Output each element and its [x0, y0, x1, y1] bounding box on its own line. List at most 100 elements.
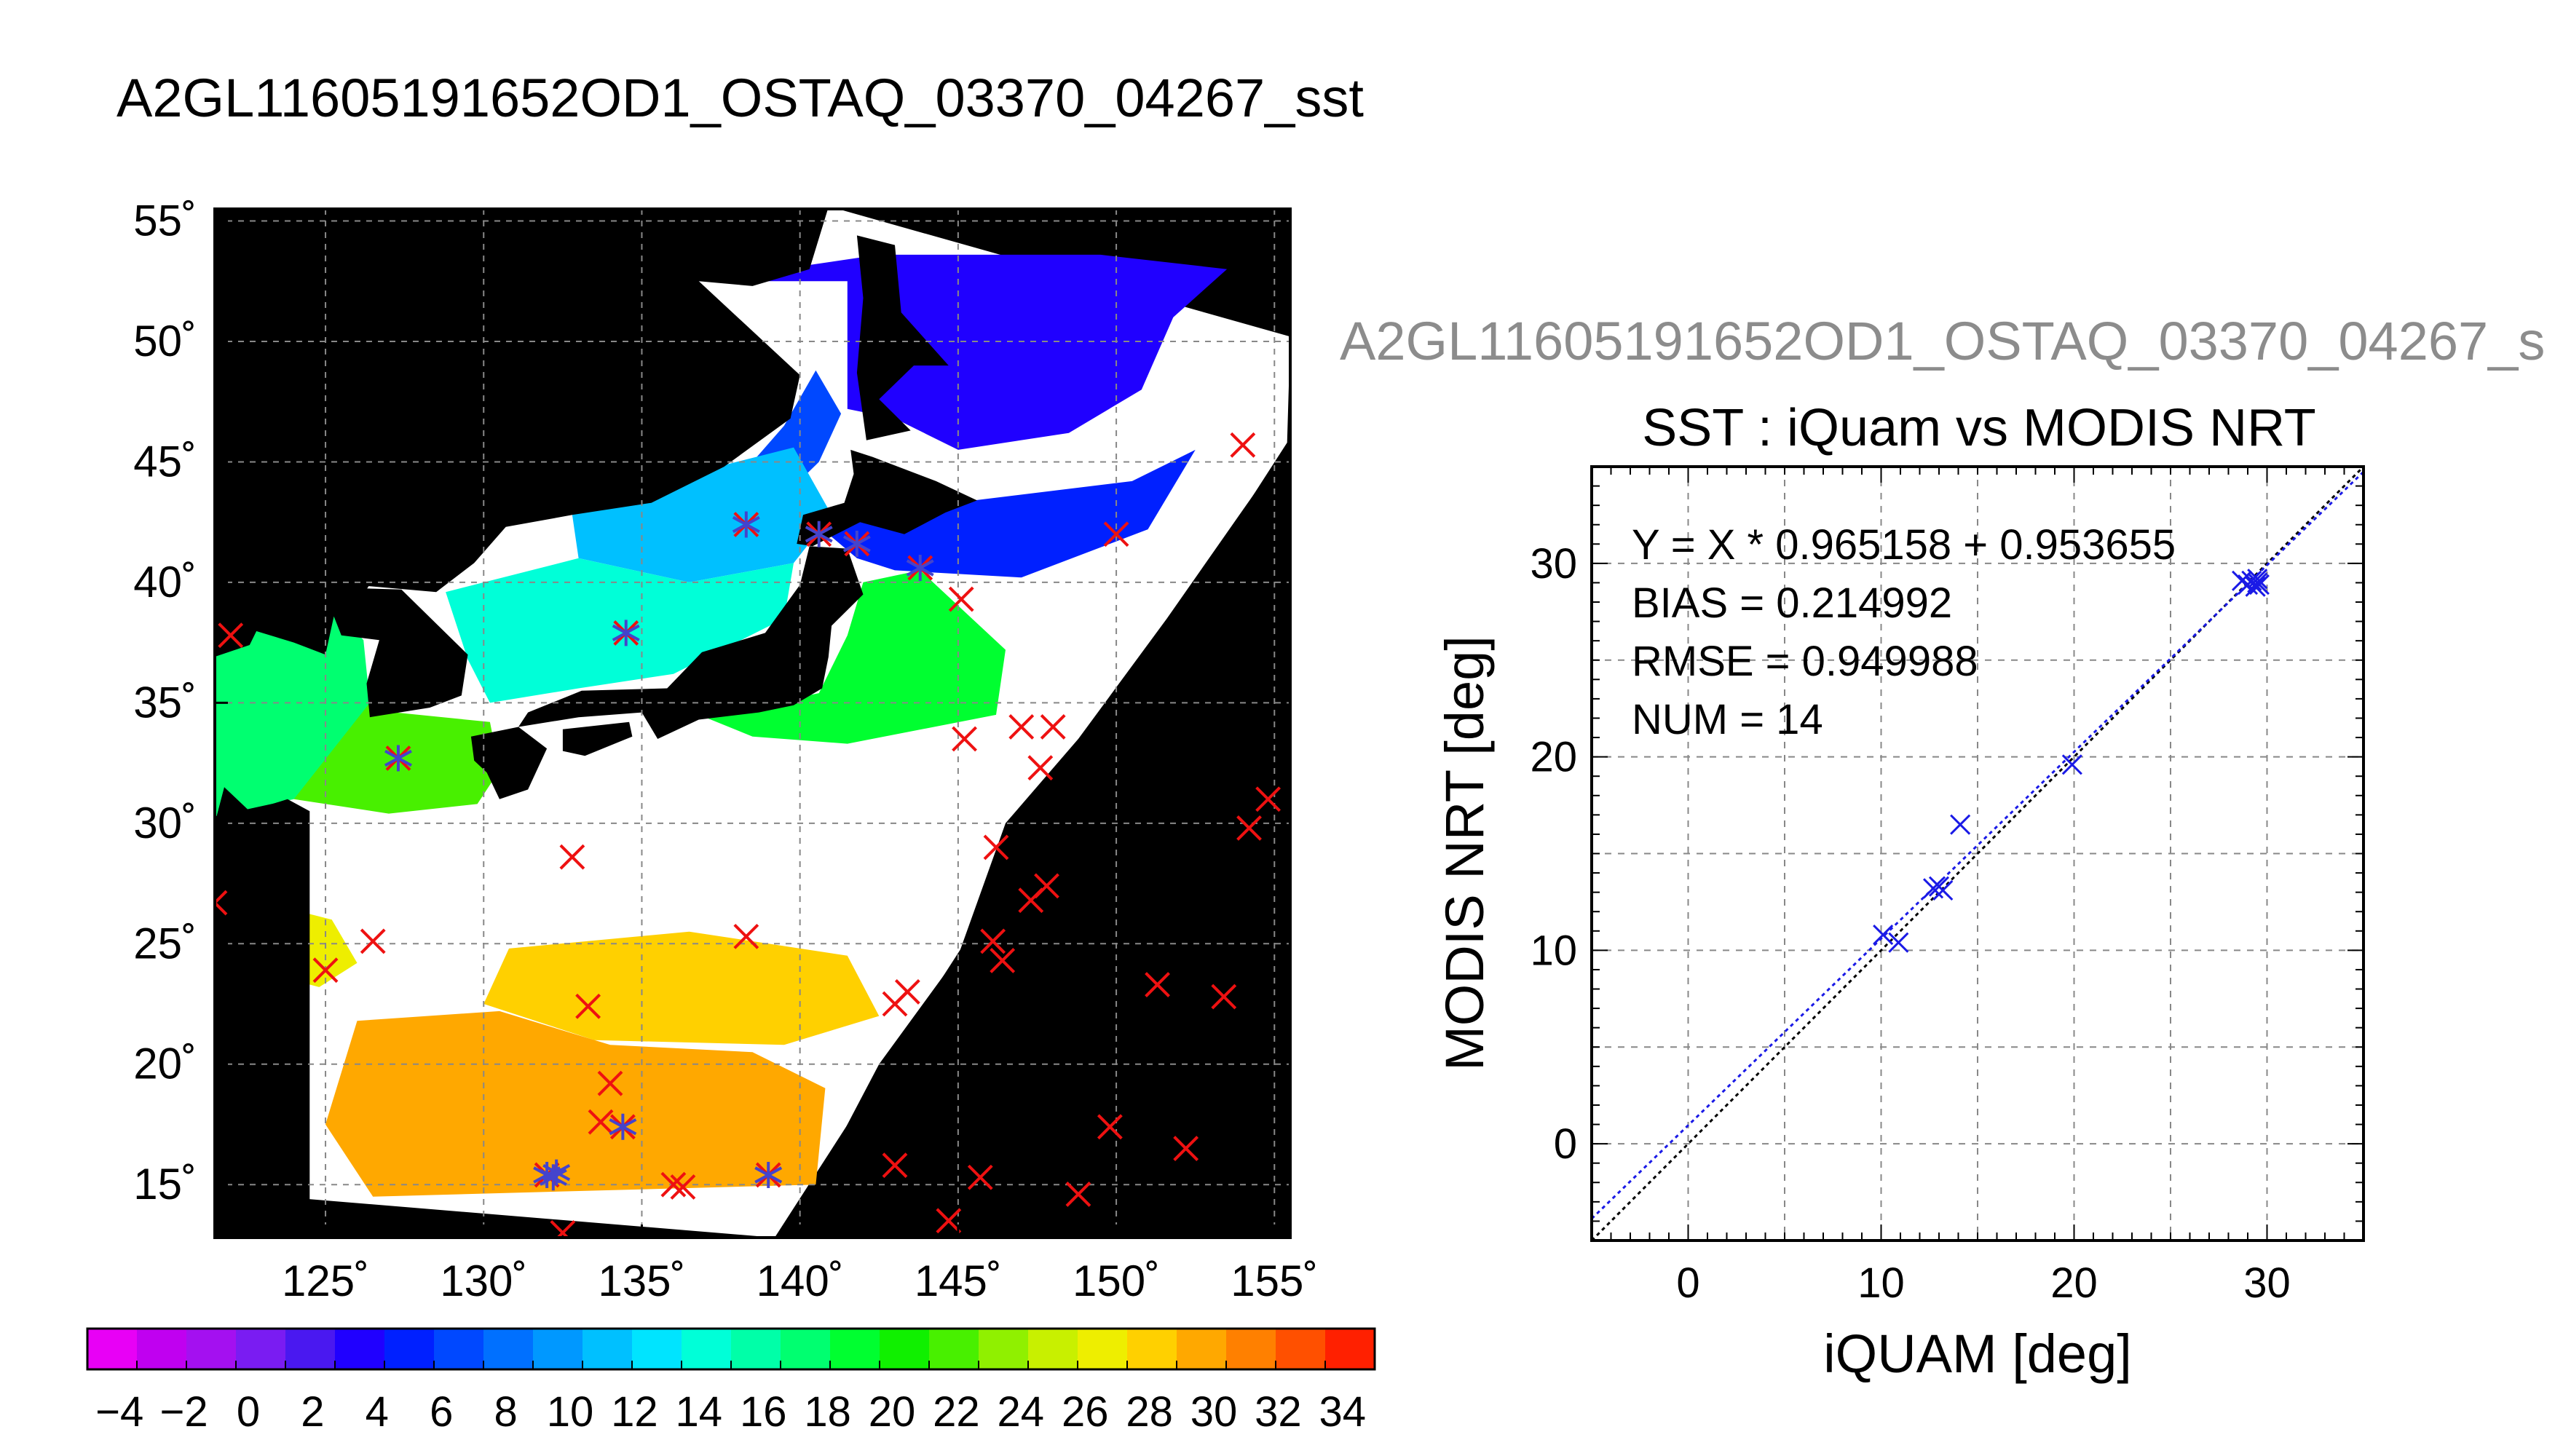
colorbar-tick-label: 30	[1190, 1388, 1238, 1436]
iquam-marker	[312, 957, 339, 984]
scatter-ylabel: MODIS NRT [deg]	[1434, 636, 1495, 1071]
map-ytick-label: 45˚	[133, 437, 197, 486]
scatter-xtick-label: 0	[1676, 1259, 1699, 1307]
scatter-ytick-label: 30	[1530, 540, 1577, 587]
colorbar-tick-label: 10	[547, 1388, 594, 1436]
land-kyushu	[470, 727, 548, 799]
colorbar-band	[979, 1329, 1029, 1369]
colorbar-tick-label: 8	[494, 1388, 517, 1436]
iquam-marker	[1065, 1182, 1091, 1207]
colorbar-band	[483, 1329, 534, 1369]
iquam-marker	[550, 1219, 576, 1238]
iquam-marker	[1097, 1114, 1123, 1140]
scatter-point	[1932, 879, 1954, 901]
land-north-west-offswath	[215, 546, 341, 655]
map-ytick-label: 25˚	[133, 919, 197, 968]
map-ytick-label: 15˚	[133, 1160, 197, 1208]
scatter-annotation: NUM = 14	[1632, 696, 1823, 743]
iquam-marker	[948, 586, 974, 612]
map-body	[215, 209, 1290, 1238]
scatter-point	[2061, 754, 2082, 775]
iquam-marker	[215, 890, 228, 916]
land-east-china-offswath	[215, 787, 310, 1238]
iquam-marker	[990, 948, 1016, 973]
colorbar-tick-label: 34	[1319, 1388, 1367, 1436]
iquam-marker	[1145, 972, 1170, 997]
land-pacific-offswath	[774, 443, 1290, 1238]
iquam-marker	[660, 1171, 687, 1198]
iquam-marker	[967, 1164, 993, 1190]
colorbar-band	[285, 1329, 336, 1369]
map-xtick-label: 135˚	[598, 1257, 685, 1305]
matchup-marker	[805, 521, 833, 547]
land-honshu	[518, 546, 864, 739]
iquam-marker	[588, 1109, 614, 1135]
iquam-marker	[1027, 755, 1054, 781]
colorbar-tick-label: 12	[611, 1388, 658, 1436]
iquam-marker	[936, 1208, 962, 1234]
colorbar-tick-label: 22	[933, 1388, 980, 1436]
iquam-marker	[670, 1174, 696, 1200]
matchup-marker	[384, 745, 412, 772]
sst-region-sea-of-okhotsk	[698, 254, 1228, 450]
scatter-axes: 0 10 20 30 0 10 20 30	[1530, 467, 2364, 1307]
iquam-marker	[1173, 1136, 1199, 1161]
land-hokkaido	[797, 449, 977, 547]
scatter-title: SST : iQuam vs MODIS NRT	[1642, 399, 2316, 457]
colorbar-tick-label: 26	[1062, 1388, 1109, 1436]
scatter-annotation: RMSE = 0.949988	[1632, 638, 1978, 685]
colorbar-band	[830, 1329, 880, 1369]
scatter-xtick-label: 30	[2243, 1259, 2291, 1307]
matchup-marker	[842, 530, 871, 557]
matchup-marker	[609, 1113, 637, 1140]
scatter-ytick-label: 10	[1530, 927, 1577, 974]
scatter-point	[1888, 932, 1909, 953]
colorbar-band	[682, 1329, 732, 1369]
matchup-marker	[539, 1164, 567, 1191]
scatter-lines	[1592, 467, 2364, 1241]
iquam-marker	[980, 928, 1006, 954]
colorbar-band	[533, 1329, 583, 1369]
map-markers	[215, 432, 1282, 1238]
iquam-marker	[952, 726, 977, 752]
colorbar-tick-label: 14	[676, 1388, 723, 1436]
map-ytick-label: 35˚	[133, 678, 197, 727]
scatter-annotations: Y = X * 0.965158 + 0.953655 BIAS = 0.2149…	[1632, 521, 2176, 743]
map-title: A2GL11605191652OD1_OSTAQ_03370_04267_sst	[117, 68, 1364, 128]
iquam-marker	[882, 1152, 908, 1179]
iquam-marker	[597, 1070, 623, 1096]
colorbar-band	[731, 1329, 781, 1369]
colorbar-band	[1177, 1329, 1227, 1369]
iquam-marker	[1211, 984, 1237, 1010]
scatter-point	[2247, 569, 2268, 590]
iquam-marker	[1236, 815, 1262, 841]
scatter-xlabel: iQUAM [deg]	[1823, 1324, 2132, 1384]
iquam-marker	[983, 834, 1009, 860]
iquam-marker	[1040, 714, 1066, 740]
colorbar-tick-label: 2	[301, 1388, 324, 1436]
map-xtick-label: 155˚	[1231, 1257, 1318, 1305]
colorbar-band	[186, 1329, 237, 1369]
iquam-marker	[1230, 432, 1256, 458]
scatter-file-label: A2GL11605191652OD1_OSTAQ_03370_04267_s	[1340, 311, 2545, 371]
iquam-marker	[733, 923, 759, 949]
scatter-point	[1950, 814, 1971, 835]
colorbar-tick-label: 6	[430, 1388, 453, 1436]
colorbar-band	[1226, 1329, 1276, 1369]
map-xtick-label: 140˚	[757, 1257, 844, 1305]
iquam-marker	[1008, 714, 1035, 740]
iquam-marker	[1255, 786, 1282, 812]
map-xtick-label: 130˚	[440, 1257, 527, 1305]
scatter-xtick-label: 10	[1857, 1259, 1905, 1307]
iquam-marker	[559, 844, 585, 870]
land-sakhalin	[856, 235, 949, 440]
map-ytick-label: 40˚	[133, 558, 197, 606]
iquam-marker	[894, 979, 920, 1005]
map-xtick-label: 125˚	[282, 1257, 369, 1305]
scatter-annotation: Y = X * 0.965158 + 0.953655	[1632, 521, 2176, 569]
colorbar-band	[335, 1329, 385, 1369]
scatter-xtick-label: 20	[2050, 1259, 2098, 1307]
sst-region-kuril-pacific	[799, 449, 1196, 578]
matchup-marker	[754, 1161, 783, 1188]
sst-region-pacific-coast	[705, 570, 1006, 744]
